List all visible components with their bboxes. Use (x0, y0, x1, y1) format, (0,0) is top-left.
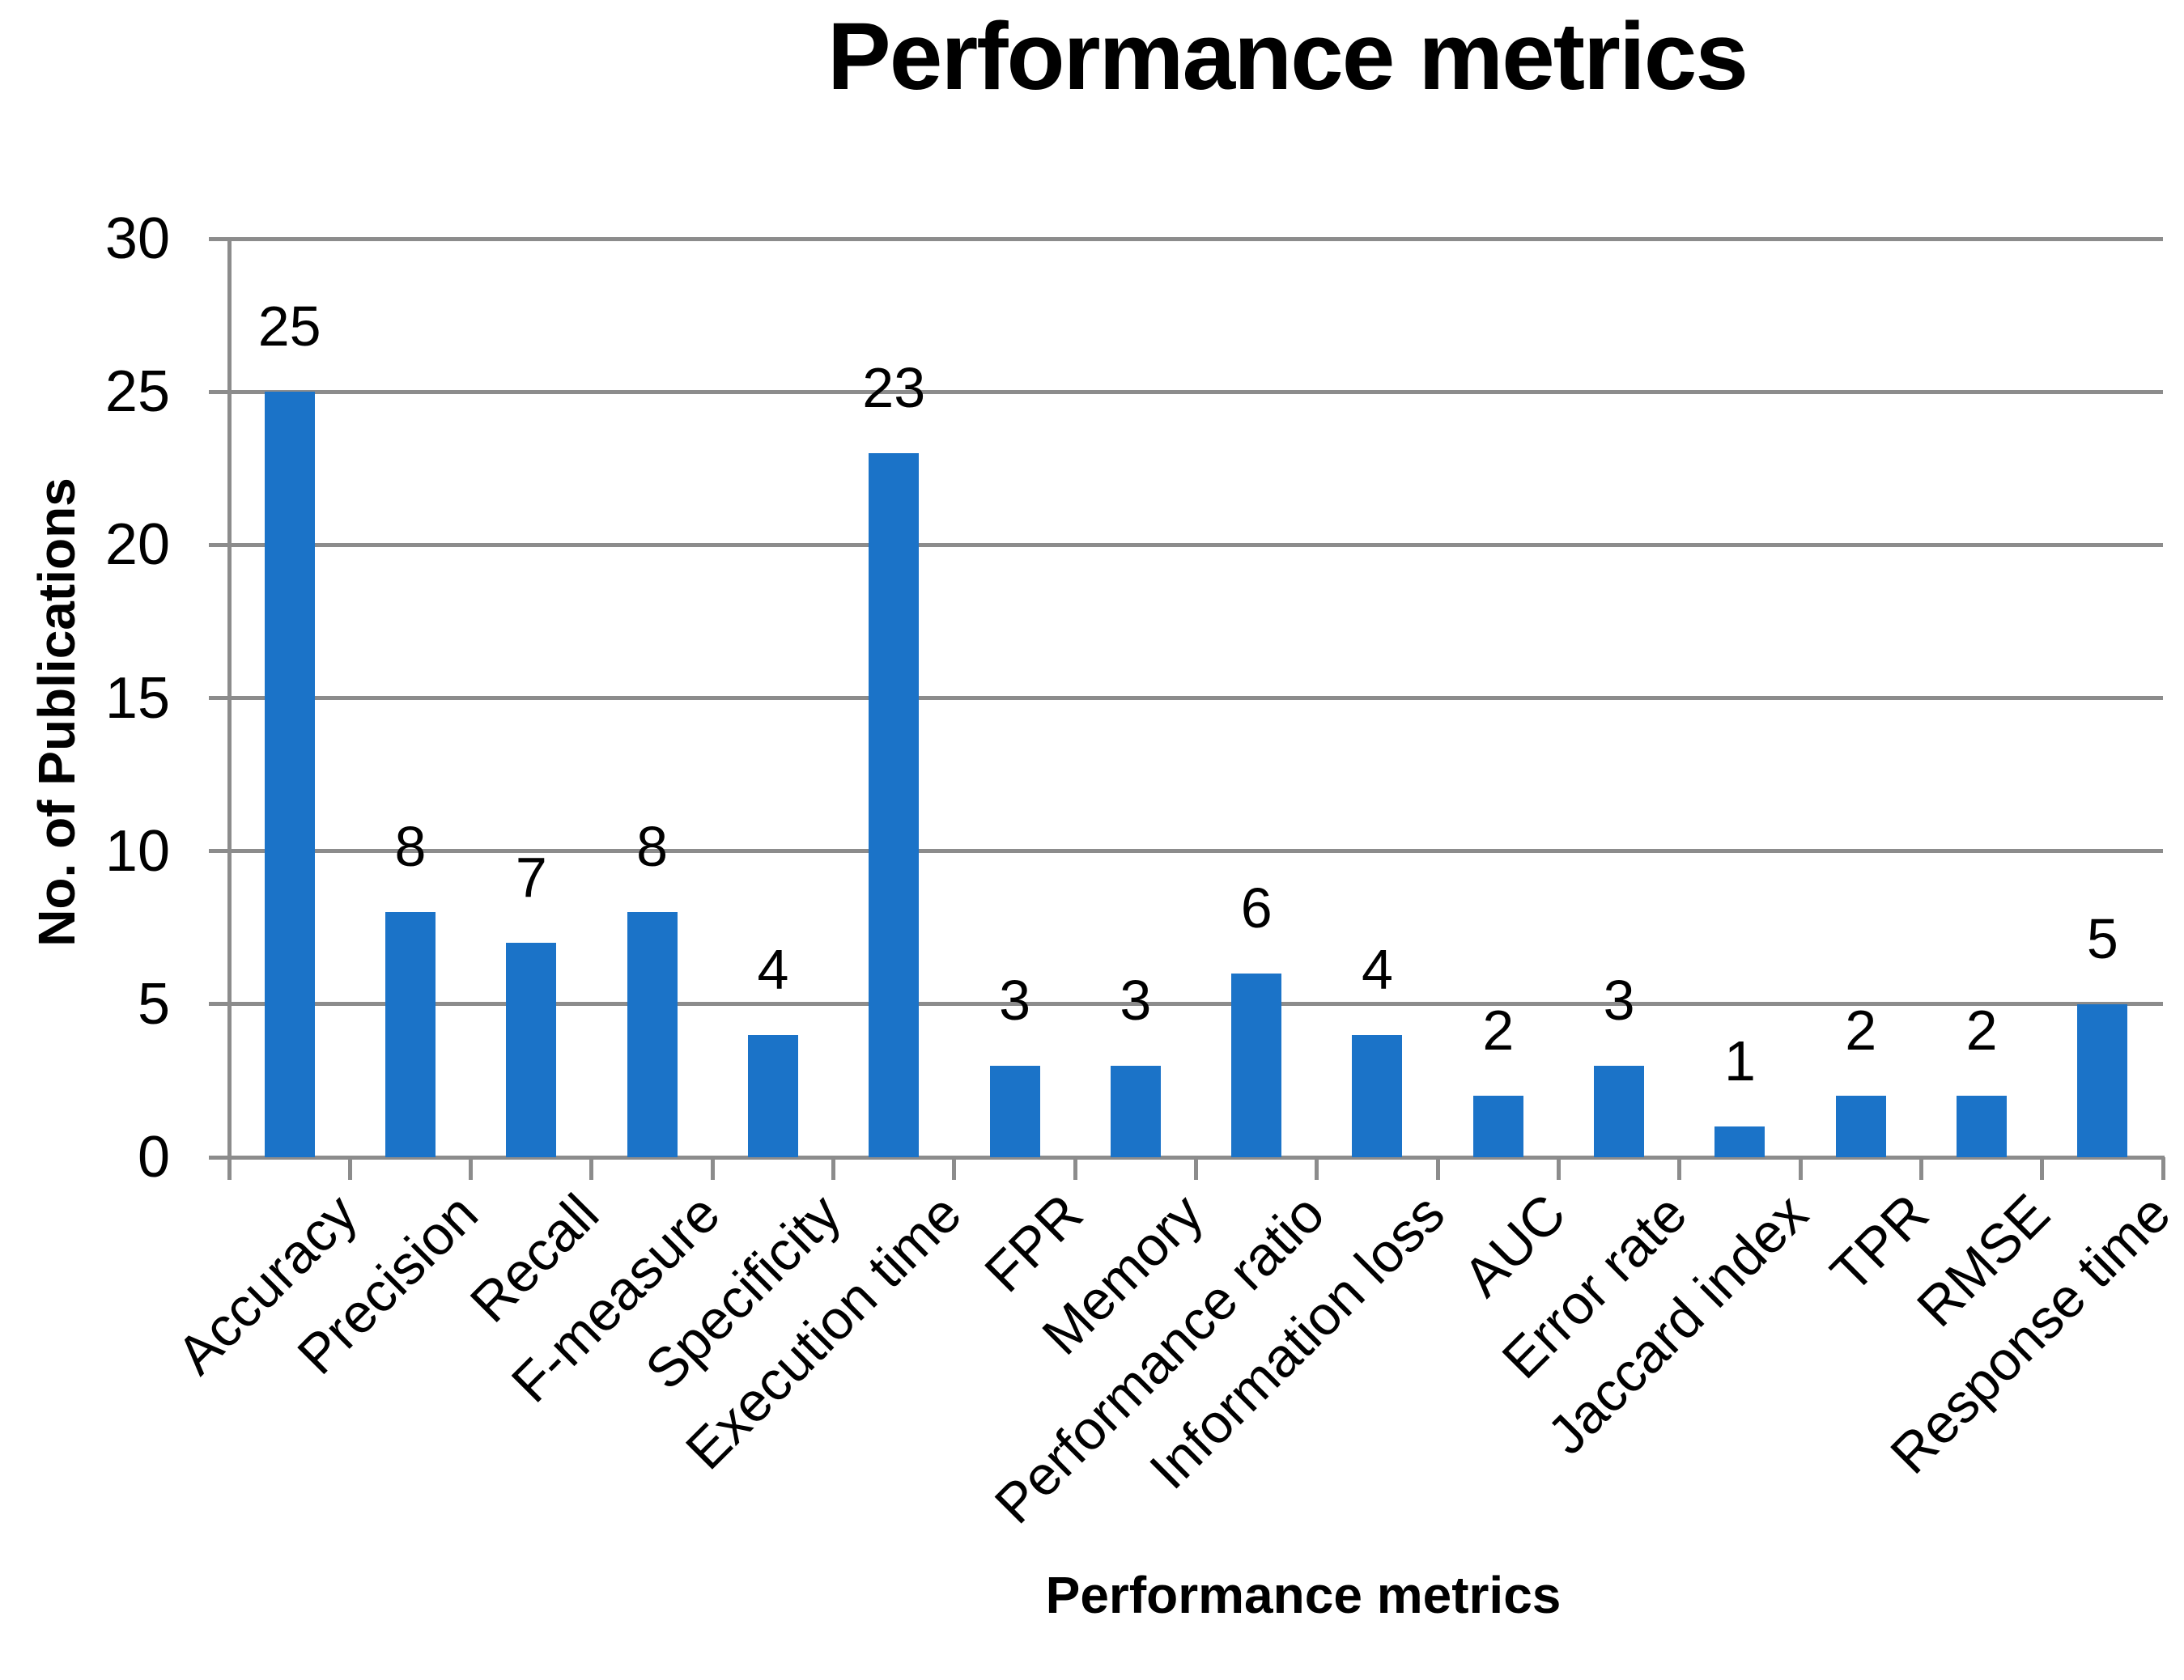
x-axis-line (209, 1155, 2165, 1160)
x-axis-tick (831, 1157, 836, 1180)
chart-title: Performance metrics (826, 3, 1748, 110)
bar-tpr (1835, 1096, 1886, 1157)
bar-recall (506, 943, 557, 1157)
x-axis-tick (1194, 1157, 1198, 1180)
x-axis-tick (1798, 1157, 1803, 1180)
bar-value-label-specificity: 4 (757, 937, 789, 1001)
x-axis-tick (1073, 1157, 1077, 1180)
bar-specificity (747, 1034, 798, 1157)
bar-rmse (1957, 1096, 2008, 1157)
bar-value-label-auc: 2 (1482, 999, 1515, 1063)
y-axis-line (227, 239, 232, 1159)
y-tick-label-10: 10 (104, 818, 170, 884)
bar-value-label-execution-time: 23 (862, 355, 926, 419)
x-axis-tick (347, 1157, 352, 1180)
bar-accuracy (264, 392, 315, 1157)
x-axis-tick (2161, 1157, 2165, 1180)
bar-value-label-rmse: 2 (1965, 999, 1998, 1063)
bar-value-label-information-loss: 4 (1362, 937, 1393, 1001)
bar-response-time (2077, 1003, 2128, 1157)
bar-value-label-precision: 8 (394, 815, 427, 879)
y-tick-label-5: 5 (137, 971, 170, 1037)
gridline-5 (209, 1002, 2163, 1007)
bar-execution-time (869, 452, 920, 1157)
x-axis-tick (1677, 1157, 1682, 1180)
bar-value-label-jaccard-index: 1 (1723, 1029, 1756, 1093)
bar-memory (1110, 1065, 1161, 1157)
x-axis-tick (2040, 1157, 2045, 1180)
bar-value-label-memory: 3 (1120, 968, 1152, 1032)
gridline-30 (209, 236, 2163, 241)
bar-value-label-recall: 7 (515, 846, 547, 910)
bar-value-label-performance-ratio: 6 (1240, 876, 1273, 940)
gridline-10 (209, 849, 2163, 854)
bar-precision (385, 912, 436, 1157)
bar-value-label-accuracy: 25 (257, 295, 321, 358)
bar-value-label-error-rate: 3 (1603, 968, 1635, 1032)
x-axis-tick (1315, 1157, 1319, 1180)
x-axis-tick (1918, 1157, 1923, 1180)
bar-f-measure (627, 912, 678, 1157)
x-axis-title: Performance metrics (1045, 1566, 1562, 1624)
x-axis-tick (710, 1157, 715, 1180)
bar-performance-ratio (1231, 974, 1282, 1157)
y-tick-label-20: 20 (104, 512, 170, 578)
bar-error-rate (1594, 1065, 1645, 1157)
y-tick-label-0: 0 (137, 1125, 170, 1190)
bar-value-label-fpr: 3 (999, 968, 1030, 1032)
x-axis-tick (1556, 1157, 1561, 1180)
gridline-15 (209, 696, 2163, 700)
y-tick-label-25: 25 (104, 359, 170, 425)
x-axis-tick (589, 1157, 594, 1180)
bar-fpr (989, 1065, 1040, 1157)
bar-information-loss (1352, 1034, 1403, 1157)
x-axis-tick (469, 1157, 474, 1180)
gridline-20 (209, 542, 2163, 547)
bar-jaccard-index (1714, 1126, 1765, 1157)
x-axis-tick (227, 1157, 232, 1180)
gridline-25 (209, 389, 2163, 394)
bar-value-label-f-measure: 8 (636, 815, 669, 879)
x-axis-tick (952, 1157, 957, 1180)
x-axis-tick (1435, 1157, 1440, 1180)
y-tick-label-30: 30 (104, 206, 170, 271)
bar-auc (1472, 1096, 1523, 1157)
bar-value-label-response-time: 5 (2086, 906, 2118, 970)
bar-value-label-tpr: 2 (1845, 999, 1877, 1063)
y-tick-label-15: 15 (104, 665, 170, 731)
